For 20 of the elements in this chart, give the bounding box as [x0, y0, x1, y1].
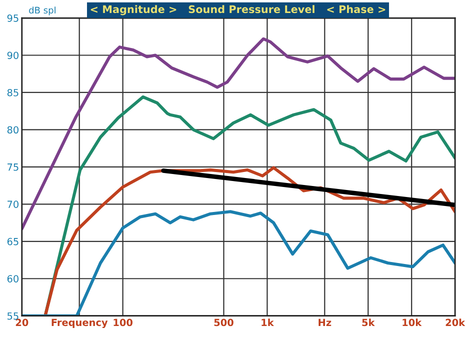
y-tick-label: 65 [7, 238, 18, 246]
x-tick-label: 500 [214, 318, 234, 326]
x-tick-label: 20k [446, 318, 466, 326]
x-tick-label: 100 [114, 318, 132, 326]
y-tick-label: 70 [8, 200, 18, 208]
x-tick-label: 1k [262, 318, 274, 326]
x-tick-label: Frequency [52, 318, 108, 328]
chart-title: < Magnitude > Sound Pressure Level < Phase > [90, 5, 386, 16]
y-tick-label: 55 [7, 312, 18, 320]
y-tick-label: 85 [7, 88, 18, 96]
x-tick-label: 20 [16, 318, 28, 326]
x-tick-label: 10k [402, 318, 422, 326]
y-tick-label: 80 [7, 126, 18, 134]
y-tick-label: 90 [7, 52, 18, 60]
y-axis-title: dB spl [29, 6, 56, 16]
x-tick-label: 5k [362, 318, 375, 326]
x-tick-label: Hz [318, 318, 332, 326]
y-tick-label: 95 [7, 14, 18, 22]
y-tick-label: 75 [8, 164, 18, 171]
y-tick-label: 60 [7, 275, 18, 282]
